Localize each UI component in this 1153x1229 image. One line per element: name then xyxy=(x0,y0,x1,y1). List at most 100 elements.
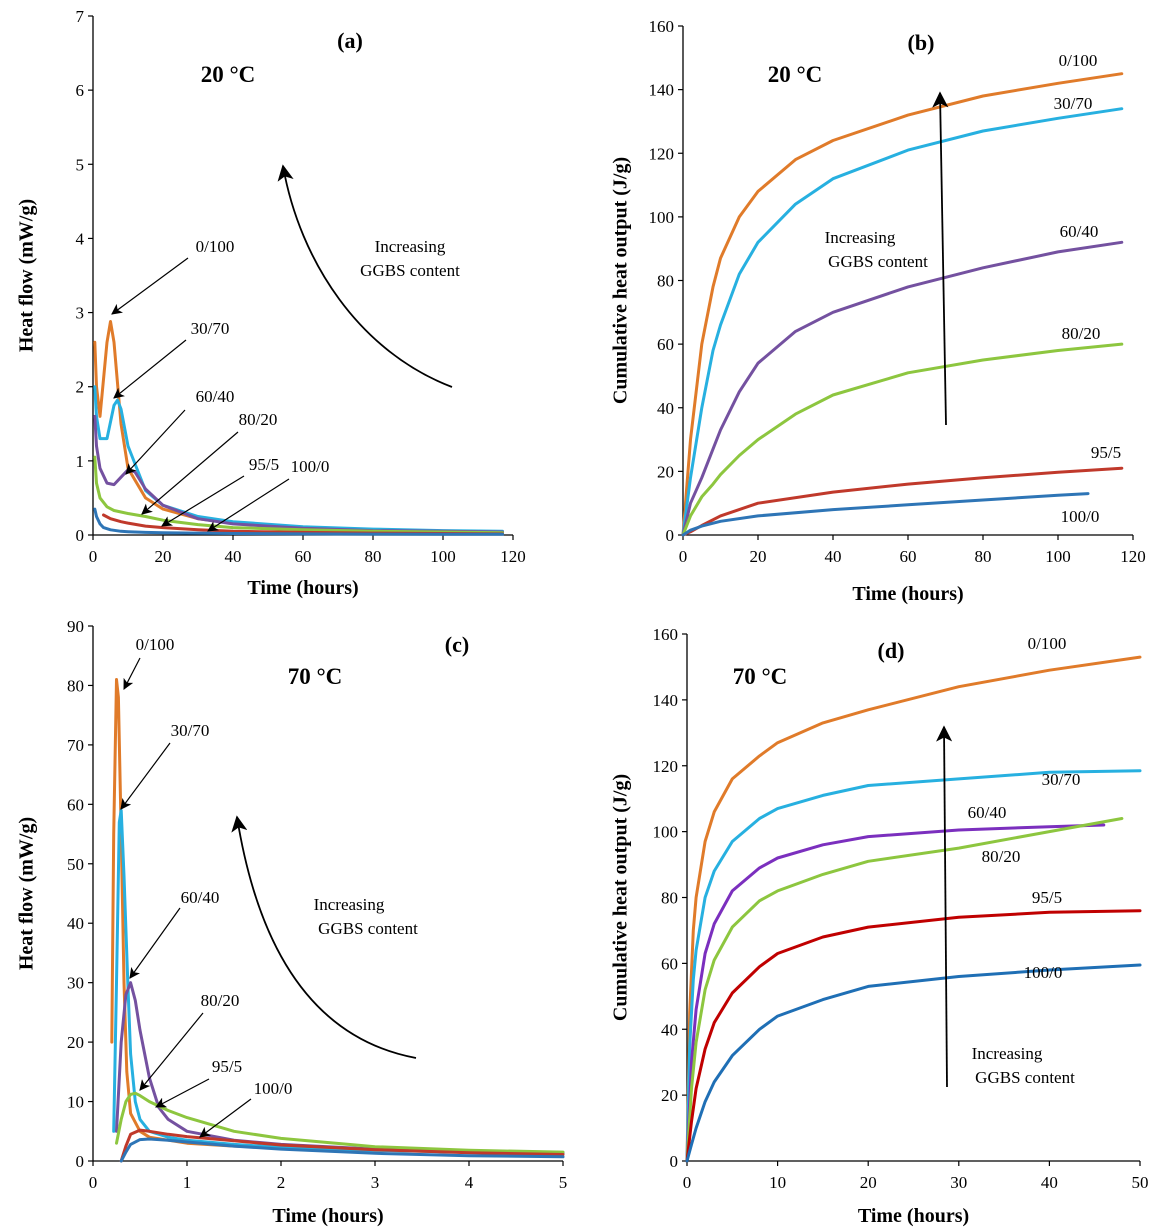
y-tick-label: 160 xyxy=(649,17,675,36)
pointer-arrow xyxy=(199,1098,252,1138)
series-label-0-100: 0/100 xyxy=(1059,51,1098,70)
series-line-100-0 xyxy=(119,1137,565,1163)
annotation-line-1: Increasing xyxy=(825,228,896,247)
panel-a: 0 1 2 3 4 5 6 7 0 20 40 60 80 100 120 Time (hours) Heat … xyxy=(16,7,526,599)
y-tick-label: 60 xyxy=(67,795,84,814)
y-tick-label: 120 xyxy=(653,757,679,776)
x-tick-label: 40 xyxy=(1041,1173,1058,1192)
series-label-0-100: 0/100 xyxy=(1028,634,1067,653)
series-label-95-5: 95/5 xyxy=(249,455,279,474)
x-tick-label: 20 xyxy=(860,1173,877,1192)
y-tick-label: 120 xyxy=(649,144,675,163)
y-tick-label: 0 xyxy=(76,1152,85,1171)
x-tick-label: 40 xyxy=(225,547,242,566)
y-tick-label: 4 xyxy=(76,229,85,248)
trend-arrow xyxy=(277,164,453,388)
series-label-60-40: 60/40 xyxy=(181,888,220,907)
y-tick-label: 0 xyxy=(76,526,85,545)
y-tick-label: 1 xyxy=(76,452,85,471)
y-tick-label: 100 xyxy=(649,208,675,227)
series-label-60-40: 60/40 xyxy=(968,803,1007,822)
y-tick-label: 2 xyxy=(76,378,85,397)
y-tick-label: 20 xyxy=(657,462,674,481)
y-tick-label: 0 xyxy=(670,1152,679,1171)
pointer-arrow xyxy=(113,339,187,399)
y-axis-title: Cumulative heat output (J/g) xyxy=(610,157,632,404)
y-tick-label: 140 xyxy=(649,81,675,100)
x-tick-label: 10 xyxy=(769,1173,786,1192)
x-tick-label: 4 xyxy=(465,1173,474,1192)
temperature-label: 20 °C xyxy=(768,62,823,87)
series-line-100-0 xyxy=(681,492,1090,537)
series-line-0-100 xyxy=(685,655,1142,1163)
series-label-100-0: 100/0 xyxy=(1061,507,1100,526)
pointer-arrow xyxy=(111,257,189,315)
series-line-0-100 xyxy=(681,72,1124,537)
series-label-95-5: 95/5 xyxy=(1091,443,1121,462)
series-line-80-20 xyxy=(685,817,1124,1163)
temperature-label: 20 °C xyxy=(201,62,256,87)
x-tick-label: 120 xyxy=(1120,547,1146,566)
y-tick-label: 80 xyxy=(661,889,678,908)
pointer-arrow xyxy=(120,742,171,810)
series-label-100-0: 100/0 xyxy=(254,1079,293,1098)
x-tick-label: 60 xyxy=(295,547,312,566)
series-label-95-5: 95/5 xyxy=(212,1057,242,1076)
series-line-95-5 xyxy=(119,1128,565,1163)
x-tick-label: 3 xyxy=(371,1173,380,1192)
trend-arrow xyxy=(932,91,949,426)
y-axis-title: Heat flow (mW/g) xyxy=(16,199,38,352)
y-tick-label: 40 xyxy=(661,1020,678,1039)
y-tick-label: 60 xyxy=(657,335,674,354)
series-label-100-0: 100/0 xyxy=(291,457,330,476)
pointer-arrow xyxy=(125,409,186,475)
y-axis-title: Heat flow (mW/g) xyxy=(16,817,38,970)
y-tick-label: 160 xyxy=(653,625,679,644)
y-tick-label: 10 xyxy=(67,1093,84,1112)
x-tick-label: 120 xyxy=(500,547,526,566)
x-tick-label: 0 xyxy=(683,1173,692,1192)
series-line-0-100 xyxy=(110,678,565,1155)
y-tick-label: 5 xyxy=(76,155,85,174)
series-label-30-70: 30/70 xyxy=(191,319,230,338)
series-line-30-70 xyxy=(112,808,565,1155)
panel-label: (b) xyxy=(908,30,935,55)
series-line-80-20 xyxy=(681,342,1124,537)
x-tick-label: 0 xyxy=(89,1173,98,1192)
y-tick-label: 40 xyxy=(657,399,674,418)
annotation-line-2: GGBS content xyxy=(318,919,418,938)
x-tick-label: 2 xyxy=(277,1173,286,1192)
series-line-95-5 xyxy=(685,909,1142,1163)
x-tick-label: 20 xyxy=(750,547,767,566)
x-axis-title: Time (hours) xyxy=(272,1205,383,1227)
series-label-95-5: 95/5 xyxy=(1032,888,1062,907)
y-tick-label: 60 xyxy=(661,954,678,973)
pointer-arrow xyxy=(207,478,290,532)
panel-d: 0 20 40 60 80 100 120 140 160 0 10 20 30 40 50 Time (ho… xyxy=(610,625,1149,1227)
y-tick-label: 3 xyxy=(76,304,85,323)
series-label-80-20: 80/20 xyxy=(1062,324,1101,343)
pointer-arrow xyxy=(139,1012,204,1091)
annotation-line-2: GGBS content xyxy=(828,252,928,271)
panel-b: 0 20 40 60 80 100 120 140 160 0 20 40 60 80 100 120 Time… xyxy=(610,17,1146,605)
series-line-60-40 xyxy=(685,823,1106,1163)
y-tick-label: 80 xyxy=(657,272,674,291)
series-line-60-40 xyxy=(115,981,565,1155)
panel-label: (a) xyxy=(337,28,363,53)
series-line-80-20 xyxy=(93,455,504,535)
x-tick-label: 5 xyxy=(559,1173,568,1192)
x-tick-label: 100 xyxy=(1045,547,1071,566)
annotation-line-1: Increasing xyxy=(972,1044,1043,1063)
x-axis-title: Time (hours) xyxy=(858,1205,969,1227)
series-label-30-70: 30/70 xyxy=(171,721,210,740)
trend-arrow xyxy=(231,815,417,1059)
x-tick-label: 20 xyxy=(155,547,172,566)
panel-label: (c) xyxy=(445,632,469,657)
panel-c: 0 10 20 30 40 50 60 70 80 90 0 1 2 3 4 5 Time (hours) Hea… xyxy=(16,617,568,1227)
y-tick-label: 7 xyxy=(76,7,85,26)
pointer-arrow xyxy=(155,1078,210,1108)
series-line-60-40 xyxy=(681,240,1124,537)
series-label-80-20: 80/20 xyxy=(982,847,1021,866)
pointer-arrow xyxy=(161,475,245,527)
y-axis-title: Cumulative heat output (J/g) xyxy=(610,774,632,1021)
